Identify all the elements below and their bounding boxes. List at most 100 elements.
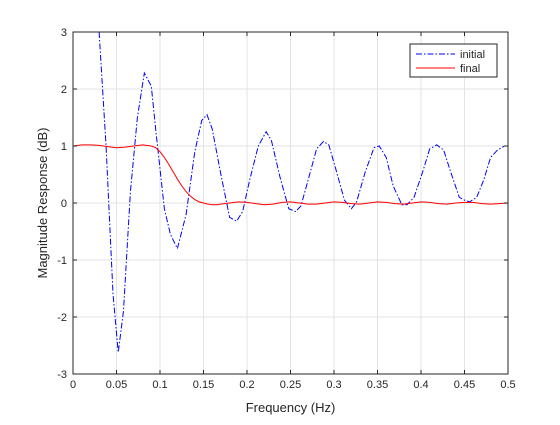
data-point-initial [450,171,451,172]
data-point-final [164,157,165,158]
data-point-final [199,201,200,202]
data-point-initial [123,311,124,312]
data-point-final [133,146,134,147]
data-point-initial [242,211,243,212]
data-point-initial [490,157,491,158]
data-point-initial [443,149,444,150]
data-point-final [438,203,439,204]
data-point-final [386,202,387,203]
data-point-final [429,202,430,203]
data-point-initial [164,208,165,209]
data-point-final [481,203,482,204]
y-tick-label: 3 [61,27,67,39]
data-point-final [247,202,248,203]
y-tick-label: -2 [57,312,67,324]
x-tick-label: 0.15 [193,379,214,391]
data-point-final [99,145,100,146]
data-point-initial [186,214,187,215]
data-point-final [168,164,169,165]
data-point-initial [212,128,213,129]
x-axis-label: Frequency (Hz) [246,400,336,415]
data-point-final [190,196,191,197]
data-point-final [273,204,274,205]
data-point-initial [436,144,437,145]
y-tick-label: -1 [57,255,67,267]
data-point-initial [323,141,324,142]
data-point-initial [374,147,375,148]
data-point-final [473,202,474,203]
data-point-initial [497,149,498,150]
data-point-final [334,201,335,202]
data-point-final [290,201,291,202]
data-point-final [81,144,82,145]
data-point-final [264,204,265,205]
data-point-initial [316,148,317,149]
data-point-final [342,202,343,203]
x-tick-label: 0.4 [413,379,428,391]
data-point-final [194,199,195,200]
data-point-initial [288,208,289,209]
data-point-final [90,144,91,145]
data-point-initial [151,86,152,87]
data-point-initial [280,177,281,178]
data-point-final [307,204,308,205]
data-point-initial [295,211,296,212]
data-point-final [490,204,491,205]
data-point-initial [194,151,195,152]
data-point-final [173,171,174,172]
data-point-initial [201,120,202,121]
x-tick-label: 0 [70,379,76,391]
data-point-final [412,203,413,204]
data-point-initial [271,140,272,141]
y-axis-label: Magnitude Response (dB) [35,127,50,278]
data-point-initial [220,174,221,175]
data-point-final [325,203,326,204]
data-point-final [186,191,187,192]
data-point-final [216,204,217,205]
data-point-initial [170,234,171,235]
data-point-final [160,151,161,152]
data-point-final [499,203,500,204]
data-point-final [421,201,422,202]
data-point-initial [407,204,408,205]
data-point-final [368,203,369,204]
data-point-initial [483,180,484,181]
data-point-final [116,147,117,148]
data-point-initial [206,114,207,115]
x-tick-label: 0.05 [106,379,127,391]
data-point-final [455,203,456,204]
data-point-final [207,204,208,205]
data-point-final [238,201,239,202]
data-point-final [229,203,230,204]
legend-label-final: final [460,63,480,75]
data-point-initial [155,128,156,129]
data-point-initial [249,180,250,181]
x-tick-label: 0.35 [367,379,388,391]
data-point-final [360,204,361,205]
y-tick-label: -3 [57,369,67,381]
data-point-final [447,204,448,205]
data-point-final [255,203,256,204]
data-point-initial [344,200,345,201]
data-point-final [220,204,221,205]
data-point-initial [386,157,387,158]
data-point-initial [229,217,230,218]
data-point-final [299,203,300,204]
data-point-final [177,179,178,180]
data-point-final [107,146,108,147]
x-tick-label: 0.5 [500,379,515,391]
data-point-initial [258,146,259,147]
data-point-initial [351,208,352,209]
data-point-final [464,202,465,203]
series-line-initial [98,32,508,353]
data-point-final [394,203,395,204]
data-point-initial [236,221,237,222]
data-point-final [377,201,378,202]
data-point-initial [113,294,114,295]
data-point-final [212,204,213,205]
data-point-initial [414,197,415,198]
data-point-initial [356,201,357,202]
x-tick-label: 0.45 [454,379,475,391]
data-point-final [125,147,126,148]
